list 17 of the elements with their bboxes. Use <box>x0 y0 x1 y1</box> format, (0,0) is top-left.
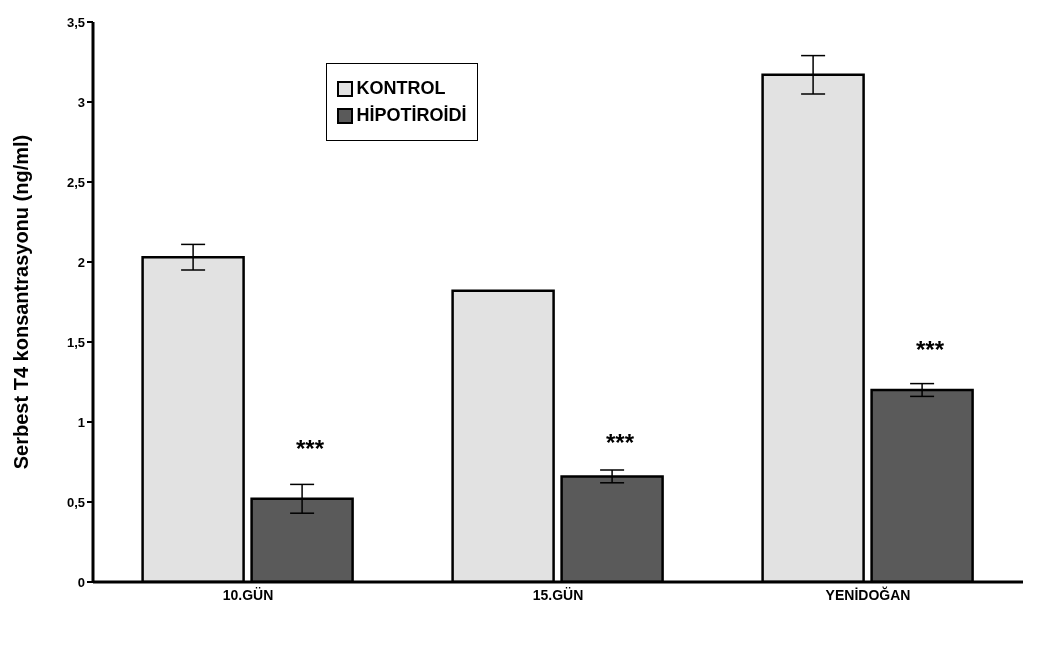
y-tick-label: 2,5 <box>66 174 85 190</box>
annotation: *** <box>605 428 635 456</box>
x-tick-label: YENİDOĞAN <box>825 585 911 603</box>
y-axis-title: Serbest T4 konsantrasyonu (ng/ml) <box>10 134 33 470</box>
y-tick-label: 1 <box>77 414 85 430</box>
legend-label: HİPOTİROİDİ <box>356 105 467 126</box>
y-tick-label: 1,5 <box>66 334 85 350</box>
annotation: *** <box>915 335 945 363</box>
y-tick-label: 3 <box>77 94 85 110</box>
legend-label: KONTROL <box>356 78 446 99</box>
x-tick-label: 10.GÜN <box>222 586 274 603</box>
y-tick-label: 0 <box>77 574 85 590</box>
y-tick-label: 3,5 <box>66 14 85 30</box>
y-tick-label: 0,5 <box>66 494 85 510</box>
x-tick-label: 15.GÜN <box>532 586 584 603</box>
annotation: *** <box>295 435 325 463</box>
y-tick-label: 2 <box>77 254 85 270</box>
